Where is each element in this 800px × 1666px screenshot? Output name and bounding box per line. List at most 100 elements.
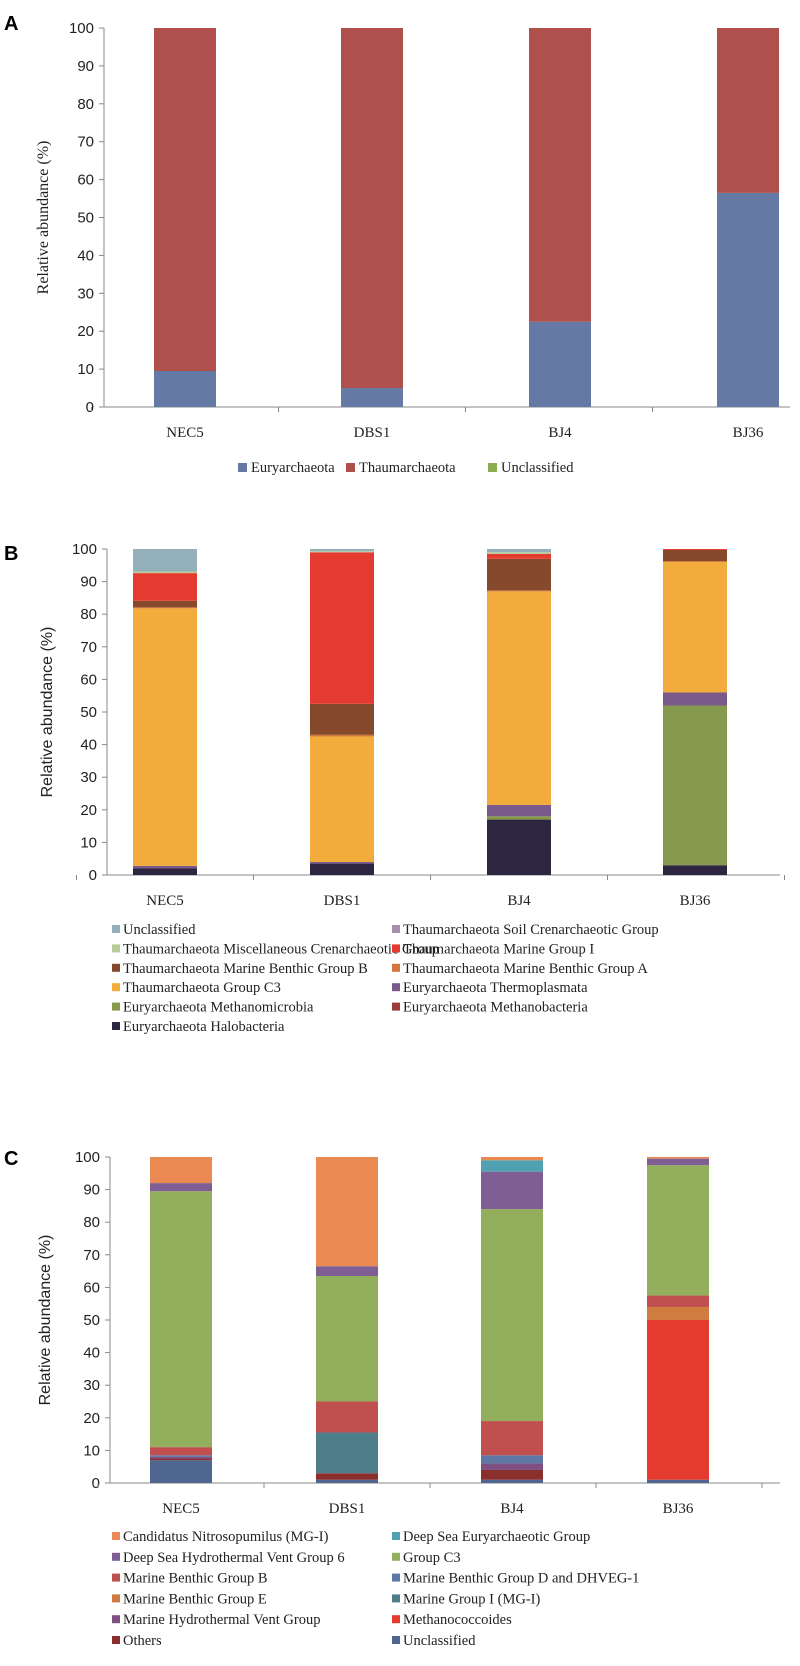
legend-label: Unclassified — [403, 1633, 476, 1649]
legend-swatch — [392, 925, 400, 933]
legend-swatch — [112, 983, 120, 992]
bar-segment-dbs1-9 — [316, 1266, 378, 1276]
bar-segment-dbs1-0 — [341, 388, 403, 407]
legend-swatch — [112, 1636, 120, 1644]
bar-segment-nec5-7 — [150, 1447, 212, 1456]
legend-swatch — [392, 1552, 400, 1561]
bar-segment-dbs1-1 — [316, 1473, 378, 1480]
bar-segment-nec5-8 — [133, 571, 197, 574]
bar-segment-bj36-2 — [663, 705, 727, 866]
x-tick-label: BJ4 — [507, 893, 531, 909]
legend-label: Unclassified — [123, 922, 196, 938]
bar-segment-bj4-0 — [481, 1479, 543, 1483]
legend-swatch — [392, 944, 400, 953]
x-tick-label: DBS1 — [354, 425, 391, 441]
y-tick-label: 50 — [83, 1312, 100, 1329]
y-tick-label: 0 — [92, 1475, 100, 1492]
legend-label: Marine Hydrothermal Vent Group — [123, 1612, 320, 1628]
bar-segment-bj36-0 — [647, 1479, 709, 1483]
legend-label: Thaumarchaeota Marine Benthic Group A — [403, 961, 648, 977]
bar-segment-dbs1-7 — [310, 552, 374, 704]
bar-segment-bj4-10 — [487, 549, 551, 553]
bar-segment-bj36-8 — [647, 1165, 709, 1296]
bar-segment-bj36-0 — [717, 192, 779, 407]
y-tick-label: 80 — [80, 606, 97, 623]
x-tick-label: NEC5 — [162, 1501, 200, 1517]
legend-swatch — [392, 1615, 400, 1624]
legend-swatch — [392, 1594, 400, 1603]
x-tick-label: NEC5 — [146, 893, 184, 909]
bar-segment-bj36-9 — [647, 1158, 709, 1166]
bar-segment-nec5-3 — [150, 1456, 212, 1459]
bar-segment-bj36-5 — [663, 561, 727, 563]
y-tick-label: 50 — [77, 210, 94, 227]
bar-segment-nec5-6 — [150, 1455, 212, 1457]
bar-segment-dbs1-8 — [310, 551, 374, 553]
bar-segment-bj4-5 — [487, 590, 551, 592]
legend-label: Thaumarchaeota Group C3 — [123, 980, 281, 996]
bar-segment-bj36-7 — [647, 1295, 709, 1307]
bar-segment-nec5-10 — [133, 549, 197, 572]
legend-label: Deep Sea Hydrothermal Vent Group 6 — [123, 1550, 345, 1566]
x-tick-label: DBS1 — [324, 893, 361, 909]
y-tick-label: 30 — [80, 769, 97, 786]
bar-segment-bj36-5 — [647, 1306, 709, 1320]
bar-segment-dbs1-0 — [316, 1479, 378, 1483]
bar-segment-nec5-1 — [150, 1458, 212, 1461]
bar-segment-dbs1-1 — [341, 28, 403, 389]
bar-segment-bj4-0 — [487, 819, 551, 875]
bar-segment-bj4-8 — [487, 552, 551, 554]
y-axis-label: Relative abundance (%) — [39, 627, 56, 798]
legend-label: Marine Benthic Group B — [123, 1571, 268, 1587]
panel-b: B 0 10 20 30 40 50 60 70 80 90 100 Relative abundanc… — [4, 541, 785, 1035]
panel-label: A — [4, 13, 18, 35]
bar-segment-dbs1-10 — [310, 549, 374, 552]
y-tick-label: 60 — [77, 172, 94, 189]
bar-segment-bj4-8 — [481, 1209, 543, 1422]
y-tick-label: 100 — [75, 1149, 100, 1166]
legend: Euryarchaeota Thaumarchaeota Unclassified — [238, 460, 574, 476]
legend: Unclassified Thaumarchaeota Soil Crenarch… — [112, 922, 659, 1035]
legend-swatch — [112, 1573, 120, 1582]
panel-a: A 0 10 20 30 40 50 60 70 80 90 100 Relative abundanc… — [4, 13, 790, 476]
bar-segment-nec5-6 — [133, 600, 197, 608]
y-tick-label: 90 — [77, 58, 94, 75]
y-axis-label: Relative abundance (%) — [35, 141, 52, 295]
y-tick-label: 30 — [83, 1377, 100, 1394]
y-tick-label: 70 — [80, 639, 97, 656]
legend-swatch — [392, 1532, 400, 1540]
bar-segment-bj36-0 — [663, 865, 727, 875]
panel-c: C 0 10 20 30 40 50 60 70 80 90 100 Relative abundanc… — [4, 1148, 780, 1649]
y-tick-label: 70 — [77, 134, 94, 151]
bar-segment-dbs1-8 — [316, 1275, 378, 1402]
x-tick-label: BJ4 — [500, 1501, 524, 1517]
bar-segment-bj4-6 — [481, 1455, 543, 1464]
bar-segment-dbs1-11 — [316, 1157, 378, 1267]
y-tick-label: 30 — [77, 285, 94, 302]
legend-swatch — [112, 1022, 120, 1030]
bar-segment-bj4-1 — [529, 28, 591, 322]
legend-swatch — [392, 1573, 400, 1582]
bar-segment-bj36-4 — [663, 562, 727, 693]
bar-segment-bj36-6 — [663, 549, 727, 562]
bar-segment-nec5-1 — [154, 28, 216, 371]
bar-segment-dbs1-5 — [310, 734, 374, 737]
y-tick-label: 20 — [77, 323, 94, 340]
y-tick-label: 100 — [72, 541, 97, 558]
legend-swatch — [392, 983, 400, 992]
bar-segment-bj4-1 — [481, 1469, 543, 1480]
legend-label: Euryarchaeota Thermoplasmata — [403, 980, 588, 996]
bar-segment-dbs1-4 — [316, 1432, 378, 1474]
bar-segment-bj4-3 — [481, 1463, 543, 1470]
y-tick-label: 90 — [83, 1182, 100, 1199]
bar-segment-bj4-9 — [481, 1171, 543, 1210]
legend-swatch — [112, 963, 120, 972]
legend-label: Euryarchaeota Halobacteria — [123, 1019, 285, 1035]
bar-segment-bj4-0 — [529, 321, 591, 407]
bar-segment-bj4-11 — [481, 1157, 543, 1161]
bar-segment-nec5-0 — [150, 1460, 212, 1483]
y-tick-label: 60 — [83, 1279, 100, 1296]
y-tick-label: 80 — [83, 1214, 100, 1231]
bar-segment-dbs1-0 — [310, 863, 374, 875]
legend-label: Thaumarchaeota Soil Crenarchaeotic Group — [403, 922, 659, 938]
